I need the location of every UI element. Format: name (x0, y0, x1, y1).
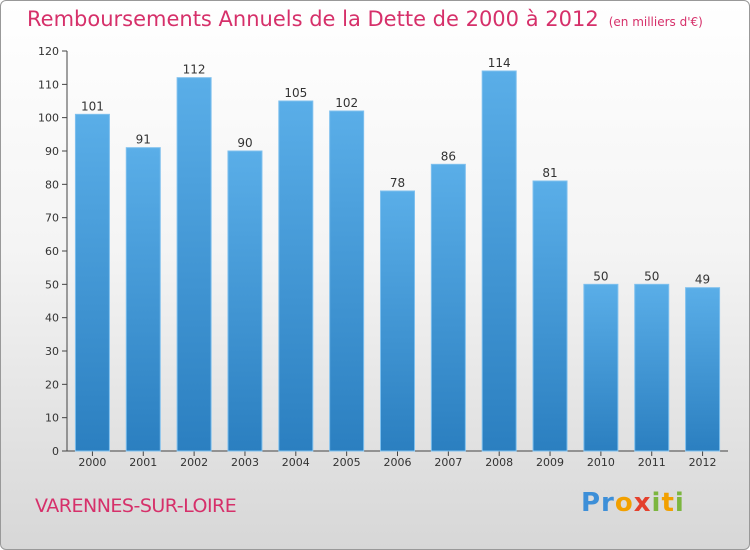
data-label: 105 (284, 86, 307, 100)
y-tick-label: 100 (38, 112, 59, 125)
axis-layer: 0 10 20 30 40 50 60 70 80 90 100 110 120 2000 2001 2002… (38, 45, 728, 469)
bar-2005 (329, 110, 365, 452)
y-tick-label: 0 (52, 445, 59, 458)
y-tick-label: 10 (45, 412, 59, 425)
bar-2008 (481, 70, 517, 452)
x-tick-label: 2009 (536, 456, 564, 469)
x-tick-label: 2010 (587, 456, 615, 469)
data-label: 102 (335, 96, 358, 110)
data-label: 101 (81, 99, 104, 113)
x-tick-label: 2004 (282, 456, 310, 469)
x-tick-label: 2011 (638, 456, 666, 469)
x-tick-label: 2006 (384, 456, 412, 469)
data-label: 50 (593, 269, 608, 283)
bar-2003 (227, 150, 263, 452)
y-tick-label: 20 (45, 378, 59, 391)
bars-layer (74, 70, 721, 452)
data-label: 49 (695, 273, 710, 287)
commune-name: VARENNES-SUR-LOIRE (35, 495, 237, 517)
data-label: 81 (542, 166, 557, 180)
data-label: 78 (390, 176, 405, 190)
data-label: 86 (441, 149, 456, 163)
bar-2011 (634, 283, 670, 452)
data-label: 90 (237, 136, 252, 150)
x-tick-label: 2008 (485, 456, 513, 469)
data-label: 91 (136, 133, 151, 147)
data-label: 50 (644, 269, 659, 283)
bar-2001 (125, 147, 161, 452)
bar-2004 (278, 100, 314, 452)
chart-title-text: Remboursements Annuels de la Dette de 20… (27, 7, 599, 31)
y-tick-label: 110 (38, 78, 59, 91)
x-tick-label: 2001 (129, 456, 157, 469)
bar-2006 (380, 190, 415, 452)
bar-2002 (176, 77, 212, 452)
data-label: 114 (488, 56, 511, 70)
x-tick-label: 2007 (434, 456, 462, 469)
y-tick-label: 120 (38, 45, 59, 58)
x-tick-label: 2005 (333, 456, 361, 469)
x-tick-label: 2003 (231, 456, 259, 469)
data-label: 112 (183, 63, 206, 77)
proxiti-logo: Proxiti (581, 488, 685, 518)
x-tick-label: 2000 (78, 456, 106, 469)
chart-unit: (en milliers d'€) (608, 15, 703, 29)
y-tick-label: 50 (45, 278, 59, 291)
chart-title: Remboursements Annuels de la Dette de 20… (27, 7, 703, 31)
bar-2007 (430, 163, 466, 452)
bar-2009 (532, 180, 568, 452)
y-tick-label: 60 (45, 245, 59, 258)
bar-2000 (74, 113, 110, 452)
y-tick-label: 70 (45, 212, 59, 225)
y-tick-label: 80 (45, 178, 59, 191)
bar-2012 (685, 287, 721, 452)
x-tick-label: 2002 (180, 456, 208, 469)
labels-layer: 101 91 112 90 105 102 78 86 114 81 50 50 49 (81, 56, 710, 287)
y-tick-label: 90 (45, 145, 59, 158)
y-tick-label: 30 (45, 345, 59, 358)
y-tick-label: 40 (45, 312, 59, 325)
x-tick-label: 2012 (689, 456, 717, 469)
bar-2010 (583, 283, 619, 452)
